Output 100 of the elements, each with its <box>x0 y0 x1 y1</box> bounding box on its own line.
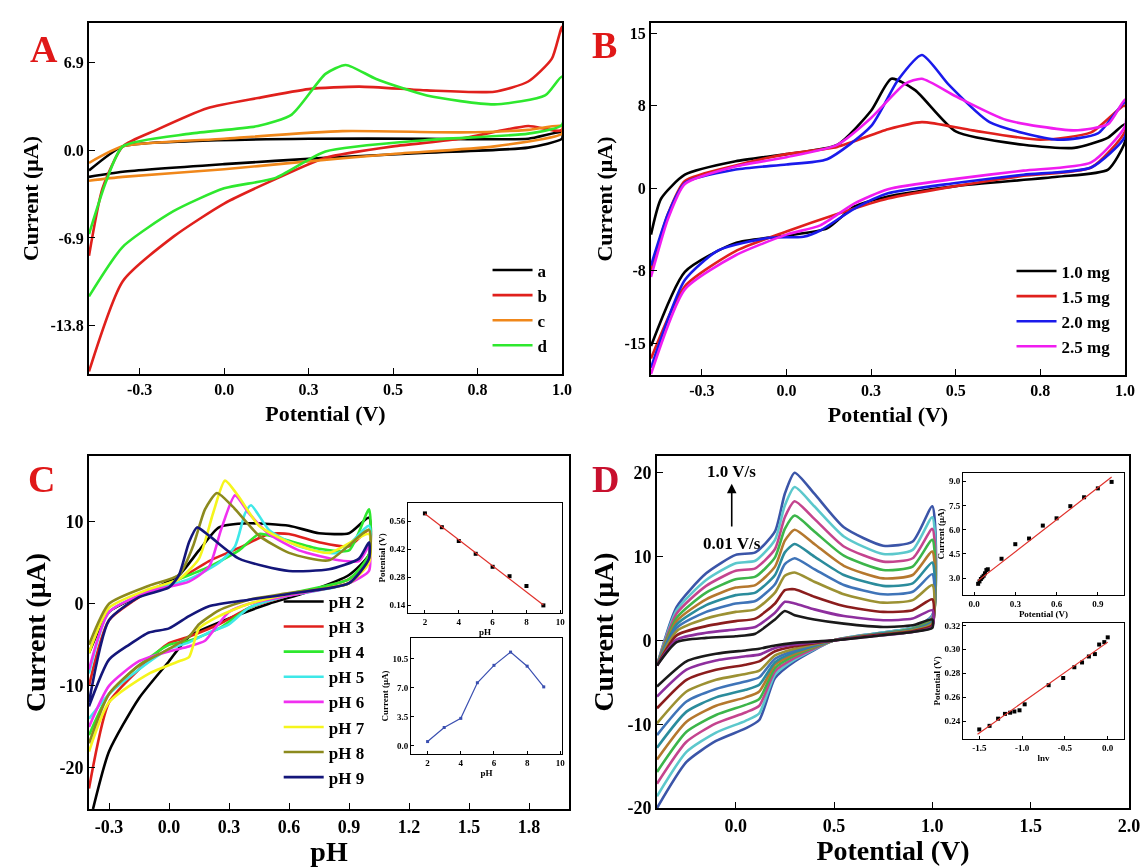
x-tick-label: 0.3 <box>217 816 241 837</box>
y-tick-label: 0 <box>74 594 84 615</box>
y-tick-label: 0.30 <box>944 644 961 655</box>
y-tick-label: -8 <box>632 262 646 280</box>
x-axis-title: Potential (V) <box>827 401 949 427</box>
y-tick-label: 7.0 <box>396 682 409 693</box>
x-tick-label: -0.5 <box>1057 742 1073 753</box>
x-tick-label: 0.0 <box>776 382 797 400</box>
y-tick-label: 6.9 <box>63 54 84 72</box>
x-tick-label: 1.0 <box>1115 382 1135 400</box>
x-tick-label: 1.5 <box>457 816 481 837</box>
y-tick-label: 0.56 <box>389 516 406 527</box>
x-tick-label: 0.3 <box>1009 598 1022 609</box>
x-axis-title: Potential (V) <box>265 400 386 426</box>
legend-label: 2.0 mg <box>1061 312 1111 332</box>
legend-label: 1.5 mg <box>1061 287 1111 307</box>
y-axis-title: Current (μA) <box>936 508 947 560</box>
x-tick-label: 1.8 <box>517 816 541 837</box>
y-tick-label: 4.5 <box>948 549 961 560</box>
legend-label: 1.0 mg <box>1061 262 1111 282</box>
x-axis-title: lnv <box>1037 752 1050 763</box>
y-axis-title: Potential (V) <box>931 656 942 706</box>
x-tick-label: 0.9 <box>1092 598 1104 609</box>
x-tick-label: 1.0 <box>552 381 572 399</box>
y-axis-title: Potential (V) <box>376 533 387 583</box>
x-axis-title: pH <box>478 626 492 637</box>
x-tick-label: 0.3 <box>298 381 319 399</box>
x-tick-label: 1.5 <box>1019 815 1042 836</box>
x-axis-title: Potential (V) <box>1018 608 1069 619</box>
y-tick-label: -10 <box>627 714 652 735</box>
y-axis-title: Current (μA) <box>17 135 43 262</box>
legend-label: pH 3 <box>328 618 365 638</box>
x-tick-label: -0.3 <box>127 381 153 399</box>
y-tick-label: -13.8 <box>50 317 84 335</box>
y-tick-label: 0.0 <box>63 141 84 159</box>
x-tick-label: 0.9 <box>337 816 361 837</box>
legend-label: 2.5 mg <box>1061 337 1111 357</box>
x-tick-label: 1.2 <box>397 816 421 837</box>
x-tick-label: -0.3 <box>94 816 124 837</box>
y-tick-label: 0 <box>637 179 646 197</box>
y-tick-label: 10.5 <box>392 653 409 664</box>
y-tick-label: -20 <box>627 798 652 819</box>
legend-label: pH 8 <box>328 743 365 763</box>
x-tick-label: 4 <box>456 616 462 627</box>
y-tick-label: 15 <box>629 24 646 42</box>
y-axis-title: Current (μA) <box>587 552 619 712</box>
y-tick-label: -6.9 <box>58 229 84 247</box>
y-tick-label: 10 <box>65 511 84 532</box>
x-tick-label: 6 <box>490 616 496 627</box>
y-axis-title: Current (μA) <box>19 552 51 713</box>
y-tick-label: 9.0 <box>948 476 961 487</box>
y-tick-label: 3.0 <box>948 573 961 584</box>
y-tick-label: 0.32 <box>944 620 961 631</box>
y-tick-label: 0 <box>642 630 652 651</box>
y-axis-title: Current (μA) <box>591 136 617 262</box>
x-axis-title: pH <box>480 767 493 778</box>
x-tick-label: 2.0 <box>1117 815 1141 836</box>
chart-title: C <box>28 458 56 500</box>
y-tick-label: 0.28 <box>389 572 406 583</box>
legend-label: pH 2 <box>328 593 365 613</box>
x-tick-label: 0.0 <box>157 816 181 837</box>
y-tick-label: -20 <box>59 758 84 779</box>
y-tick-label: 3.5 <box>396 711 409 722</box>
y-tick-label: 0.28 <box>944 668 961 679</box>
x-tick-label: 2 <box>422 616 428 627</box>
x-tick-label: 0.0 <box>214 381 235 399</box>
y-tick-label: 0.26 <box>944 692 961 703</box>
x-tick-label: 2 <box>425 757 431 768</box>
x-tick-label: 1.0 <box>921 815 944 836</box>
x-tick-label: 0.0 <box>1102 742 1114 753</box>
x-tick-label: 0.5 <box>945 382 966 400</box>
y-tick-label: 6.0 <box>948 524 961 535</box>
legend-label: pH 7 <box>328 718 365 738</box>
legend-label: pH 6 <box>328 693 365 713</box>
annotation: 1.0 V/s <box>707 462 757 481</box>
x-tick-label: 4 <box>458 757 464 768</box>
x-tick-label: 0.0 <box>724 815 747 836</box>
legend-label: pH 4 <box>328 643 365 663</box>
y-tick-label: 0.42 <box>389 544 406 555</box>
y-tick-label: 20 <box>633 463 652 484</box>
x-tick-label: -1.5 <box>972 742 987 753</box>
x-tick-label: 0.6 <box>1050 598 1063 609</box>
chart-title: D <box>592 458 620 500</box>
y-tick-label: 0.24 <box>944 716 961 727</box>
x-tick-label: 6 <box>491 757 497 768</box>
x-tick-label: -1.0 <box>1014 742 1030 753</box>
x-tick-label: 0.0 <box>968 598 981 609</box>
y-tick-label: -10 <box>59 676 84 697</box>
x-axis-title: Potential (V) <box>816 835 970 866</box>
chart-title: A <box>30 28 58 70</box>
y-tick-label: 0.14 <box>389 600 406 611</box>
y-tick-label: -15 <box>624 334 646 352</box>
x-tick-label: 0.6 <box>277 816 301 837</box>
y-axis-title: Current (μA) <box>379 670 390 722</box>
x-tick-label: 8 <box>524 757 530 768</box>
y-tick-label: 7.5 <box>948 500 961 511</box>
chart-title: B <box>592 24 618 66</box>
y-tick-label: 10 <box>633 546 652 567</box>
x-tick-label: 8 <box>524 616 530 627</box>
x-tick-label: 0.5 <box>383 381 404 399</box>
